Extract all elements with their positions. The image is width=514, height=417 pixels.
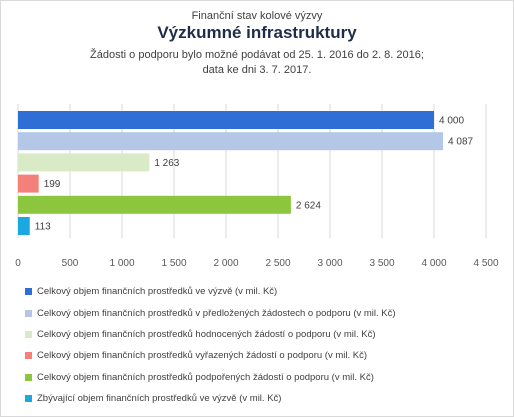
legend-swatch — [25, 395, 32, 403]
bar — [18, 195, 291, 214]
x-tick-label: 4 000 — [421, 258, 446, 269]
x-tick-label: 500 — [62, 258, 79, 269]
x-tick-label: 4 500 — [473, 258, 498, 269]
legend-item: Celkový objem finančních prostředků vyřa… — [25, 345, 396, 366]
bar — [18, 132, 444, 151]
legend-label: Celkový objem finančních prostředků podp… — [37, 371, 374, 383]
legend-label: Celkový objem finančních prostředků hodn… — [37, 328, 376, 340]
bar-value-label: 1 263 — [154, 158, 179, 169]
bar — [18, 217, 30, 235]
bar-value-label: 113 — [35, 222, 51, 233]
legend-swatch — [25, 288, 32, 296]
x-tick-label: 2 000 — [213, 258, 238, 269]
bar-value-label: 2 624 — [296, 200, 321, 211]
bar-value-label: 4 000 — [439, 116, 464, 127]
bar — [18, 111, 434, 129]
chart-subtitle-period: Žádosti o podporu bylo možné podávat od … — [90, 49, 424, 61]
bar — [18, 174, 39, 193]
x-tick-label: 0 — [15, 258, 21, 269]
bar — [18, 153, 150, 172]
legend-label: Celkový objem finančních prostředků ve v… — [37, 286, 278, 298]
legend-label: Celkový objem finančních prostředků v př… — [37, 307, 396, 319]
legend-item: Celkový objem finančních prostředků podp… — [25, 367, 396, 388]
x-tick-label: 1 500 — [161, 258, 186, 269]
bar-value-label: 4 087 — [448, 137, 473, 148]
x-tick-label: 3 500 — [369, 258, 394, 269]
legend-swatch — [25, 330, 32, 338]
legend-label: Celkový objem finančních prostředků vyřa… — [37, 350, 368, 362]
legend-item: Celkový objem finančních prostředků hodn… — [25, 324, 396, 345]
legend-item: Celkový objem finančních prostředků v př… — [25, 302, 396, 323]
chart-legend: Celkový objem finančních prostředků ve v… — [25, 281, 396, 409]
legend-swatch — [25, 352, 32, 360]
x-tick-label: 2 500 — [265, 258, 290, 269]
bar-value-label: 199 — [44, 179, 61, 190]
chart-subtitle-top: Finanční stav kolové výzvy — [191, 10, 323, 22]
x-tick-label: 1 000 — [109, 258, 134, 269]
legend-swatch — [25, 373, 32, 381]
legend-swatch — [25, 309, 32, 317]
chart-title: Výzkumné infrastruktury — [157, 23, 357, 42]
bar-chart-plot: 0 500 1 000 1 500 2 000 2 500 3 000 3 500 4 000 4… — [15, 104, 499, 269]
legend-label: Zbývající objem finančních prostředků ve… — [37, 393, 282, 405]
legend-item: Celkový objem finančních prostředků ve v… — [25, 281, 396, 302]
chart-subtitle-date: data ke dni 3. 7. 2017. — [202, 64, 312, 76]
legend-item: Zbývající objem finančních prostředků ve… — [25, 388, 396, 409]
x-tick-label: 3 000 — [317, 258, 342, 269]
